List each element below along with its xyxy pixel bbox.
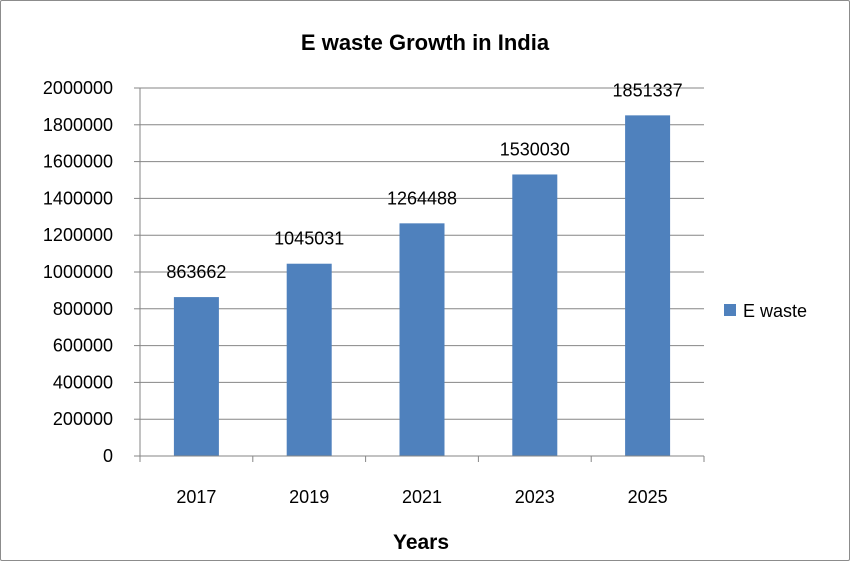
x-tick-label: 2025 — [628, 487, 668, 507]
legend-swatch — [724, 304, 736, 316]
axes — [134, 87, 705, 462]
y-tick-label: 400000 — [53, 372, 113, 392]
bar — [173, 297, 219, 456]
bars — [173, 115, 671, 456]
data-labels: 863662 1045031 1264488 1530030 1851337 — [166, 80, 682, 282]
x-tick-label: 2021 — [402, 487, 442, 507]
data-label: 1530030 — [500, 139, 570, 159]
y-tick-label: 1400000 — [43, 188, 113, 208]
y-tick-label: 600000 — [53, 336, 113, 356]
bar — [286, 263, 332, 456]
y-tick-label: 800000 — [53, 299, 113, 319]
x-axis-title: Years — [393, 531, 449, 554]
y-tick-label: 200000 — [53, 409, 113, 429]
y-tick-label: 0 — [103, 446, 113, 466]
y-tick-label: 2000000 — [43, 78, 113, 98]
data-label: 1264488 — [387, 188, 457, 208]
x-tick-labels: 2017 2019 2021 2023 2025 — [176, 487, 667, 507]
bar — [625, 115, 671, 456]
y-tick-labels: 0 200000 400000 600000 800000 1000000 1200000 1… — [43, 78, 113, 466]
y-tick-label: 1000000 — [43, 262, 113, 282]
chart-title: E waste Growth in India — [301, 30, 550, 55]
x-tick-label: 2017 — [176, 487, 216, 507]
bar — [399, 223, 445, 456]
legend-label: E waste — [743, 301, 807, 321]
x-tick-label: 2023 — [515, 487, 555, 507]
data-label: 1851337 — [613, 80, 683, 100]
y-tick-label: 1600000 — [43, 152, 113, 172]
gridlines — [140, 87, 704, 420]
y-tick-label: 1800000 — [43, 115, 113, 135]
legend: E waste — [724, 301, 807, 321]
x-tick-label: 2019 — [289, 487, 329, 507]
bar — [512, 174, 558, 456]
data-label: 863662 — [166, 262, 226, 282]
data-label: 1045031 — [274, 229, 344, 249]
y-tick-label: 1200000 — [43, 225, 113, 245]
